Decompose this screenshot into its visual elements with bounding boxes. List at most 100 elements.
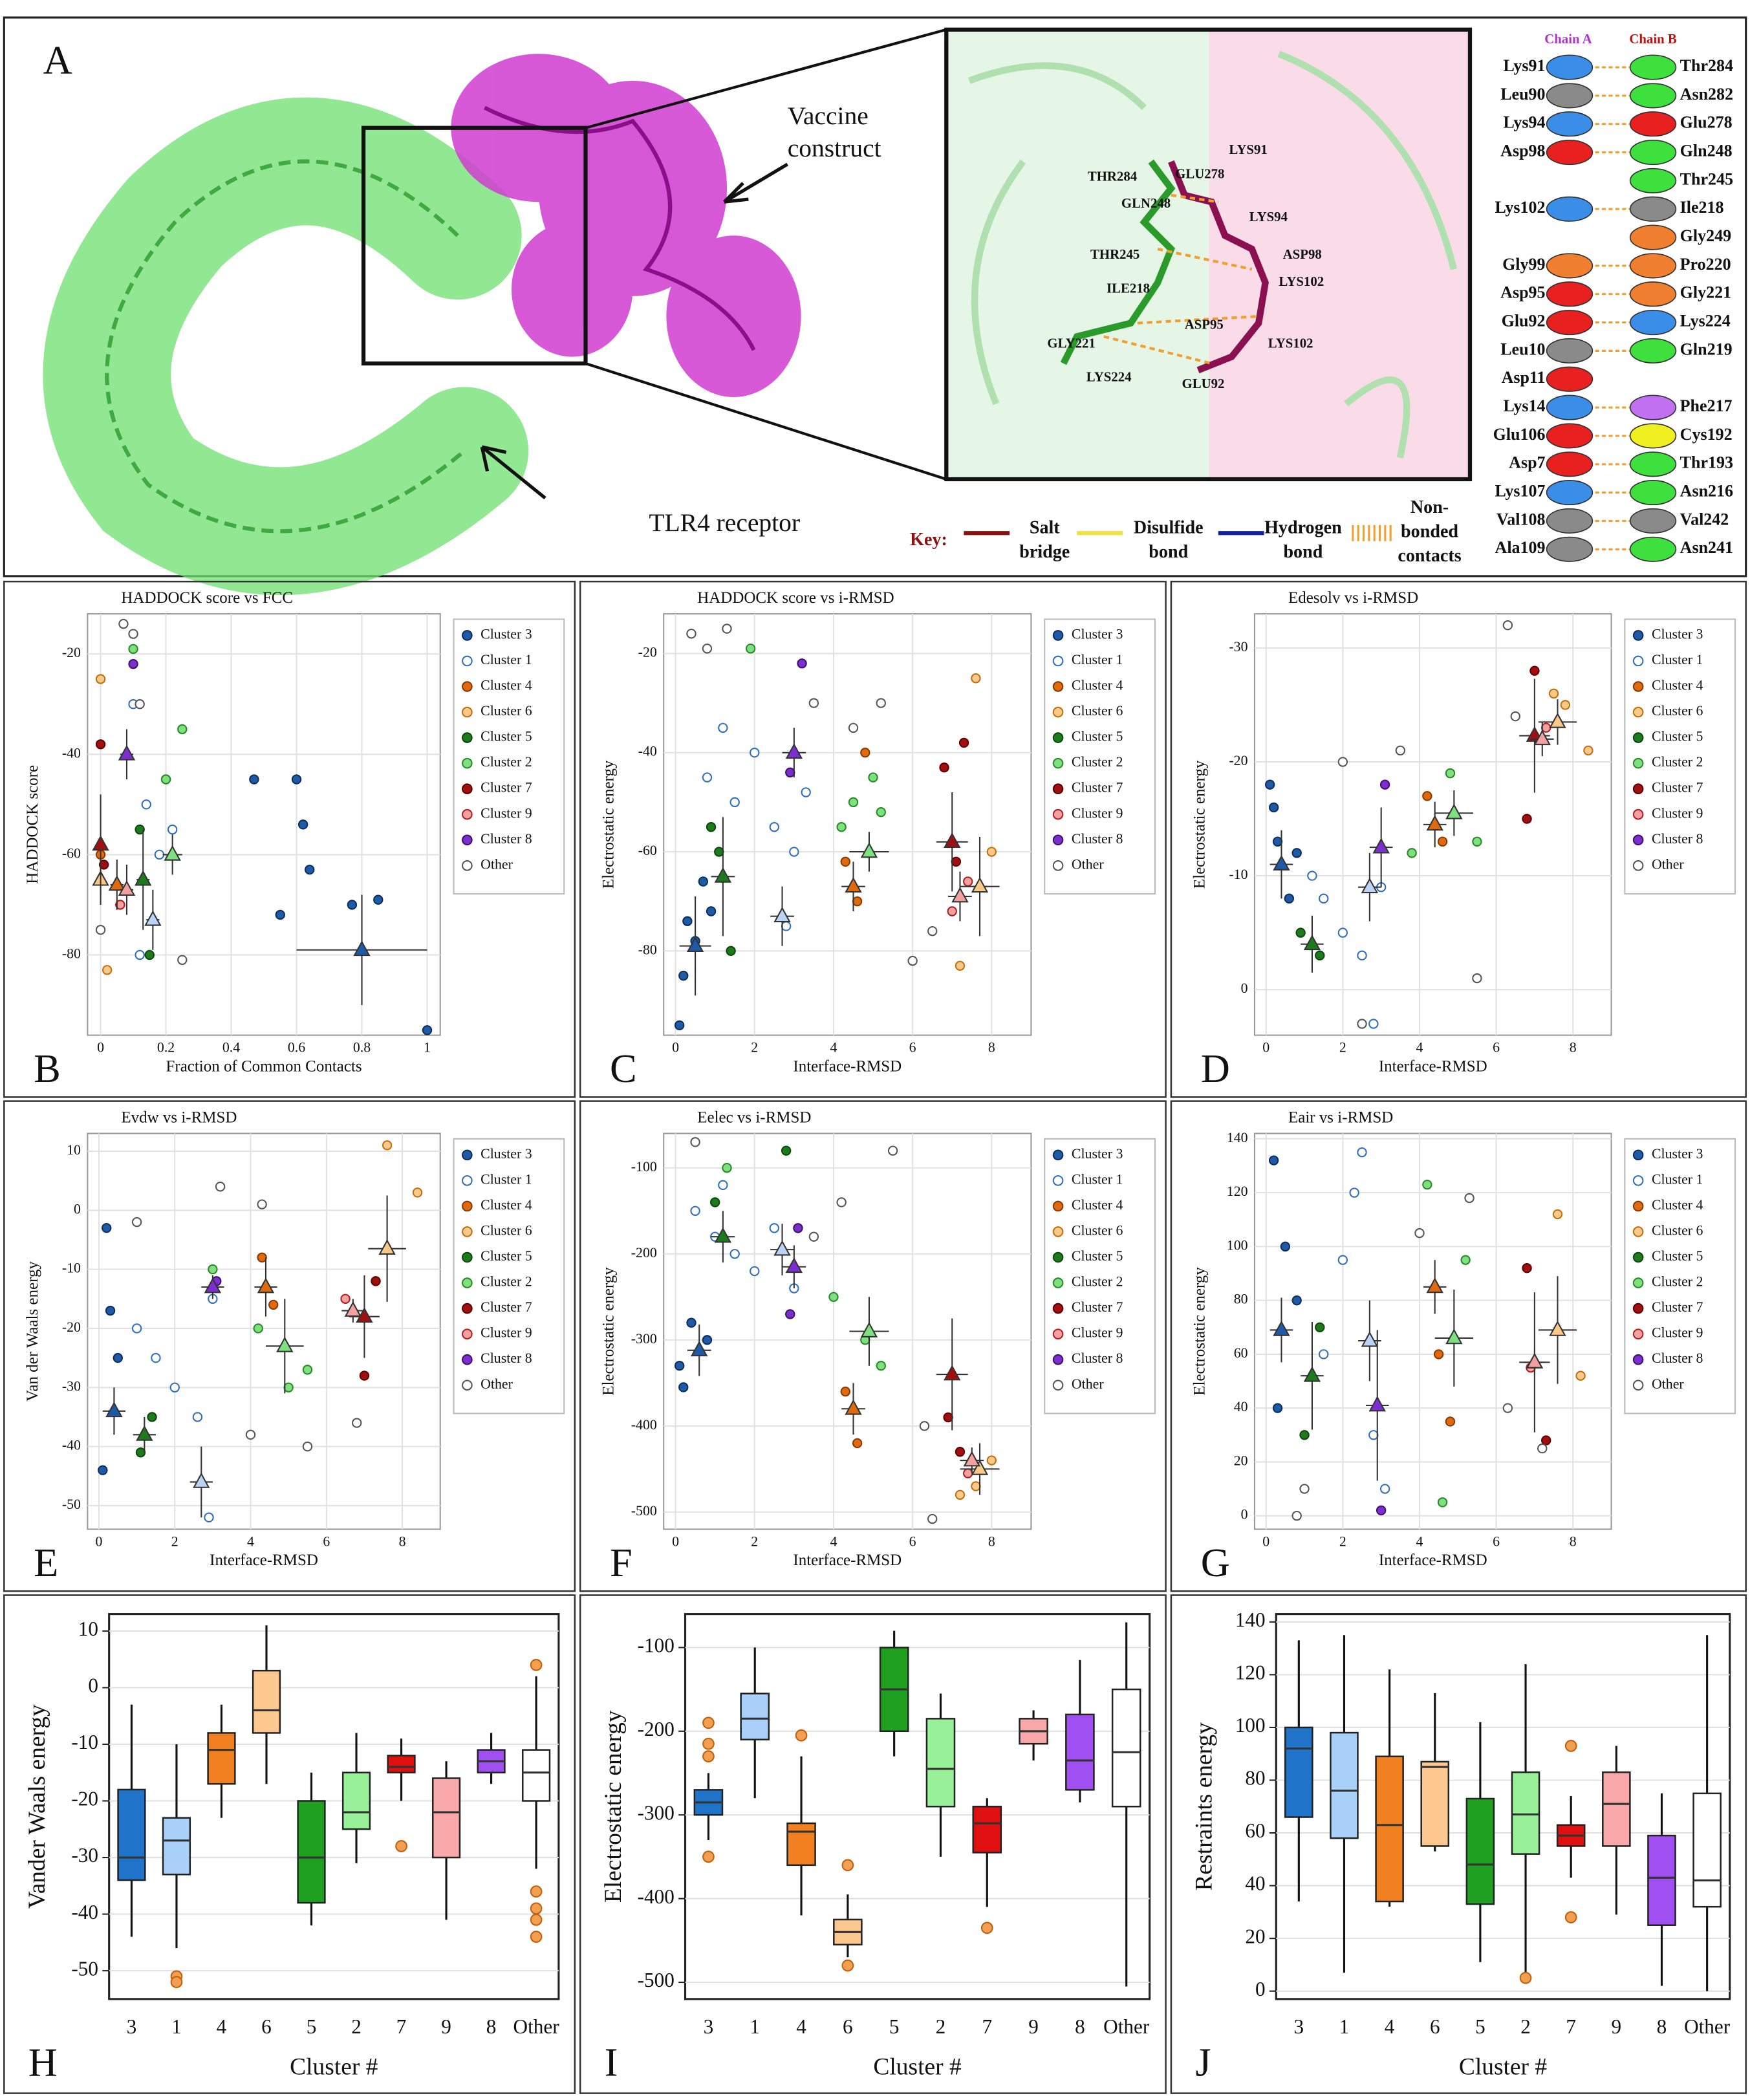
- chain-b-residue: Cys192: [1680, 425, 1733, 444]
- data-point: [947, 906, 957, 916]
- data-point: [797, 658, 807, 669]
- centroid: [118, 744, 136, 761]
- data-point: [1319, 893, 1329, 904]
- y-tick-label: 120: [1235, 1662, 1266, 1684]
- chain-a-residue: Glu92: [1502, 312, 1546, 330]
- y-tick-label: 140: [1227, 1130, 1248, 1145]
- x-tick-label: 4: [796, 2015, 806, 2038]
- data-point: [860, 748, 870, 758]
- y-tick-label: -60: [638, 843, 657, 858]
- data-point: [1422, 791, 1432, 801]
- x-tick-label: 2: [751, 1533, 758, 1549]
- data-point: [1445, 1416, 1456, 1427]
- box: [387, 1755, 416, 1773]
- chart-title: HADDOCK score vs FCC: [121, 589, 293, 607]
- chain-b-residue: Thr284: [1680, 56, 1733, 75]
- chain-a-residue: Val108: [1496, 510, 1546, 528]
- legend-marker: [1632, 630, 1644, 641]
- data-point: [828, 1292, 839, 1303]
- legend-marker: [462, 1328, 473, 1340]
- data-point: [769, 1223, 779, 1233]
- centroid: [1426, 815, 1443, 831]
- chain-b-residue: Gly221: [1680, 283, 1731, 302]
- legend-marker: [1632, 1277, 1644, 1288]
- box: [341, 1771, 371, 1830]
- legend-label: Cluster 8: [1652, 1350, 1703, 1366]
- key-label: Salt: [1030, 517, 1060, 537]
- data-point: [951, 856, 962, 867]
- x-tick-label: 5: [307, 2015, 317, 2038]
- centroid: [1549, 1320, 1566, 1336]
- data-point: [1299, 1430, 1310, 1440]
- residue-node: [1546, 508, 1593, 534]
- residue-label: LYS102: [1279, 274, 1324, 289]
- data-point: [1357, 950, 1367, 961]
- residue-node: [1546, 54, 1593, 80]
- box: [1375, 1755, 1404, 1903]
- legend-marker: [1632, 783, 1644, 795]
- data-point: [268, 1299, 279, 1310]
- y-tick-label: -100: [631, 1159, 657, 1174]
- data-point: [848, 722, 859, 733]
- legend-label: Cluster 3: [481, 626, 532, 642]
- legend-label: Other: [1072, 1376, 1104, 1392]
- data-point: [154, 849, 165, 860]
- key-label: bonded: [1401, 522, 1458, 542]
- legend-label: Cluster 3: [1072, 1146, 1123, 1162]
- x-tick-label: 0: [97, 1039, 104, 1055]
- centroid: [378, 1239, 396, 1255]
- box: [522, 1749, 551, 1802]
- legend-label: Cluster 7: [1652, 780, 1703, 796]
- data-point: [95, 674, 106, 684]
- zoom-line: [585, 28, 947, 129]
- chart-title: Edesolv vs i-RMSD: [1288, 589, 1418, 607]
- residue-label: THR284: [1088, 169, 1138, 184]
- centroid: [105, 1402, 123, 1418]
- data-point: [718, 1180, 728, 1191]
- data-point: [1575, 1370, 1586, 1381]
- box: [1330, 1731, 1359, 1839]
- plot-area: [87, 1132, 441, 1530]
- residue-label: LYS91: [1229, 142, 1267, 157]
- outlier: [530, 1885, 543, 1898]
- chain-a-residue: Lys91: [1504, 56, 1546, 75]
- outlier: [530, 1659, 543, 1671]
- data-point: [302, 1365, 313, 1375]
- data-point: [1357, 1147, 1367, 1158]
- chain-a-residue: Glu106: [1493, 425, 1546, 444]
- y-tick-label: 20: [1245, 1925, 1265, 1947]
- legend-marker: [462, 1175, 473, 1186]
- data-point: [347, 900, 358, 910]
- chain-b-residue: Asn216: [1680, 482, 1733, 501]
- y-tick-label: -400: [631, 1417, 657, 1433]
- y-tick-label: -40: [62, 1438, 81, 1453]
- legend-label: Cluster 4: [1652, 678, 1703, 693]
- outlier: [530, 1913, 543, 1926]
- data-point: [801, 787, 811, 797]
- data-point: [789, 847, 799, 857]
- x-tick-label: 2: [351, 2015, 362, 2038]
- centroid: [773, 907, 791, 923]
- centroid: [971, 1459, 989, 1475]
- y-tick-label: -10: [71, 1731, 98, 1753]
- data-point: [876, 1361, 886, 1371]
- data-point: [177, 724, 188, 735]
- data-point: [253, 1323, 263, 1334]
- y-tick-label: -10: [1229, 867, 1248, 882]
- data-point: [340, 1294, 351, 1304]
- legend-marker: [462, 630, 473, 641]
- residue-node: [1546, 111, 1593, 137]
- residue-node: [1629, 451, 1677, 477]
- key-label: bond: [1283, 542, 1323, 562]
- legend-marker: [1052, 783, 1064, 795]
- outlier: [530, 1902, 543, 1915]
- data-point: [95, 739, 106, 750]
- x-axis-label: Fraction of Common Contacts: [166, 1057, 362, 1075]
- data-point: [1472, 973, 1482, 984]
- residue-node: [1546, 83, 1593, 109]
- legend-marker: [462, 783, 473, 795]
- centroid: [860, 842, 878, 858]
- legend-marker: [1632, 1200, 1644, 1212]
- receptor-label: TLR4 receptor: [649, 508, 800, 537]
- key-label: Hydrogen: [1264, 517, 1342, 537]
